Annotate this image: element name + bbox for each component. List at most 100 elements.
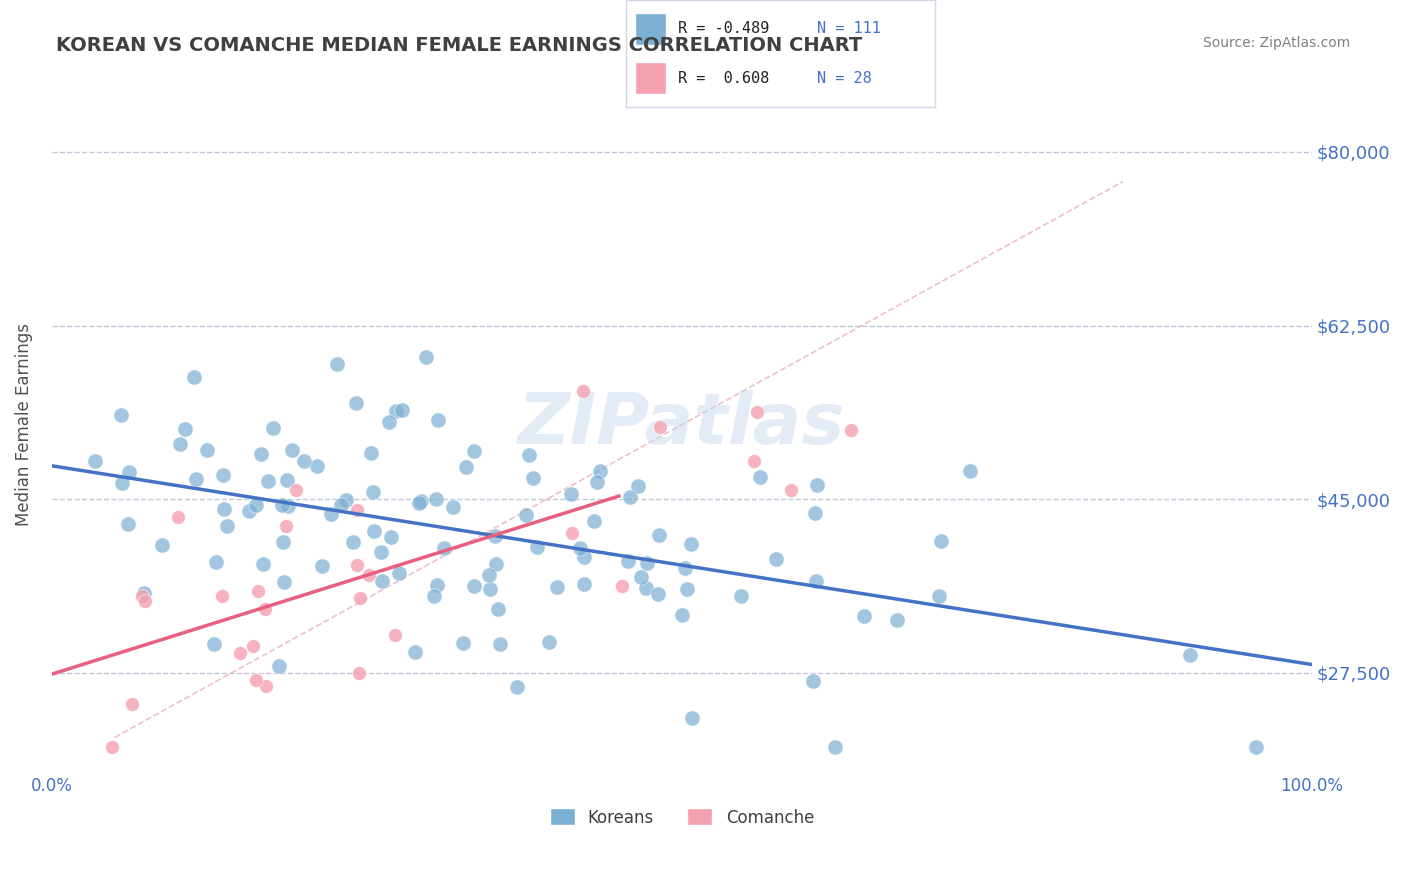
Point <box>453 636 475 650</box>
Point <box>409 494 432 508</box>
Point <box>169 437 191 451</box>
Point <box>852 608 875 623</box>
Point <box>184 473 207 487</box>
Point <box>404 645 426 659</box>
Point <box>121 697 143 711</box>
Point <box>183 369 205 384</box>
Point <box>929 533 952 548</box>
Point <box>679 537 702 551</box>
Point <box>335 492 357 507</box>
Point <box>284 483 307 498</box>
Point <box>569 541 592 555</box>
Point <box>780 483 803 497</box>
Point <box>277 499 299 513</box>
Point <box>242 640 264 654</box>
Point <box>380 530 402 544</box>
Point <box>150 538 173 552</box>
Point <box>388 566 411 580</box>
Point <box>745 404 768 418</box>
Point <box>83 454 105 468</box>
Point <box>415 350 437 364</box>
Point <box>619 490 641 504</box>
Point <box>824 740 846 755</box>
Bar <box>636 12 666 45</box>
Point <box>560 486 582 500</box>
Point <box>650 420 672 434</box>
Point <box>486 602 509 616</box>
Point <box>252 558 274 572</box>
Point <box>346 503 368 517</box>
Point <box>274 518 297 533</box>
Point <box>254 679 277 693</box>
Point <box>311 559 333 574</box>
Point <box>582 515 605 529</box>
Point <box>671 608 693 623</box>
Point <box>484 529 506 543</box>
Point <box>132 586 155 600</box>
Point <box>134 594 156 608</box>
Point <box>636 557 658 571</box>
Bar <box>636 62 666 95</box>
Point <box>273 575 295 590</box>
Point <box>292 453 315 467</box>
Point <box>363 524 385 538</box>
Point <box>765 552 787 566</box>
Point <box>276 473 298 487</box>
Point <box>330 498 353 512</box>
Point <box>384 628 406 642</box>
Point <box>427 413 450 427</box>
Point <box>586 475 609 489</box>
Point <box>319 508 342 522</box>
Point <box>246 584 269 599</box>
Text: R =  0.608: R = 0.608 <box>678 70 769 86</box>
Point <box>202 636 225 650</box>
Point <box>408 496 430 510</box>
Text: ZIPatlas: ZIPatlas <box>519 390 845 459</box>
Point <box>804 506 827 520</box>
Point <box>117 517 139 532</box>
Point <box>1178 648 1201 662</box>
Point <box>488 637 510 651</box>
Point <box>166 510 188 524</box>
Point <box>804 574 827 589</box>
Point <box>589 464 612 478</box>
Point <box>245 499 267 513</box>
Point <box>110 408 132 422</box>
Point <box>257 474 280 488</box>
Point <box>271 499 294 513</box>
Point <box>363 484 385 499</box>
Text: N = 28: N = 28 <box>817 70 872 86</box>
Point <box>648 528 671 542</box>
Point <box>839 423 862 437</box>
Point <box>195 443 218 458</box>
Point <box>426 578 449 592</box>
Point <box>349 591 371 605</box>
Point <box>572 577 595 591</box>
Point <box>423 589 446 603</box>
Point <box>229 647 252 661</box>
Point <box>238 504 260 518</box>
Point <box>360 446 382 460</box>
Point <box>484 557 506 571</box>
Point <box>928 589 950 603</box>
Point <box>526 540 548 554</box>
Point <box>806 477 828 491</box>
Point <box>479 582 502 597</box>
Point <box>506 680 529 694</box>
Point <box>204 555 226 569</box>
Point <box>305 458 328 473</box>
Point <box>262 421 284 435</box>
Point <box>561 526 583 541</box>
Text: Source: ZipAtlas.com: Source: ZipAtlas.com <box>1202 36 1350 50</box>
Point <box>273 535 295 549</box>
Point <box>748 470 770 484</box>
Point <box>212 468 235 483</box>
Point <box>357 567 380 582</box>
Point <box>627 478 650 492</box>
Point <box>519 448 541 462</box>
Point <box>522 471 544 485</box>
Point <box>617 554 640 568</box>
Point <box>371 574 394 588</box>
Legend: Koreans, Comanche: Koreans, Comanche <box>543 802 821 833</box>
Point <box>250 447 273 461</box>
